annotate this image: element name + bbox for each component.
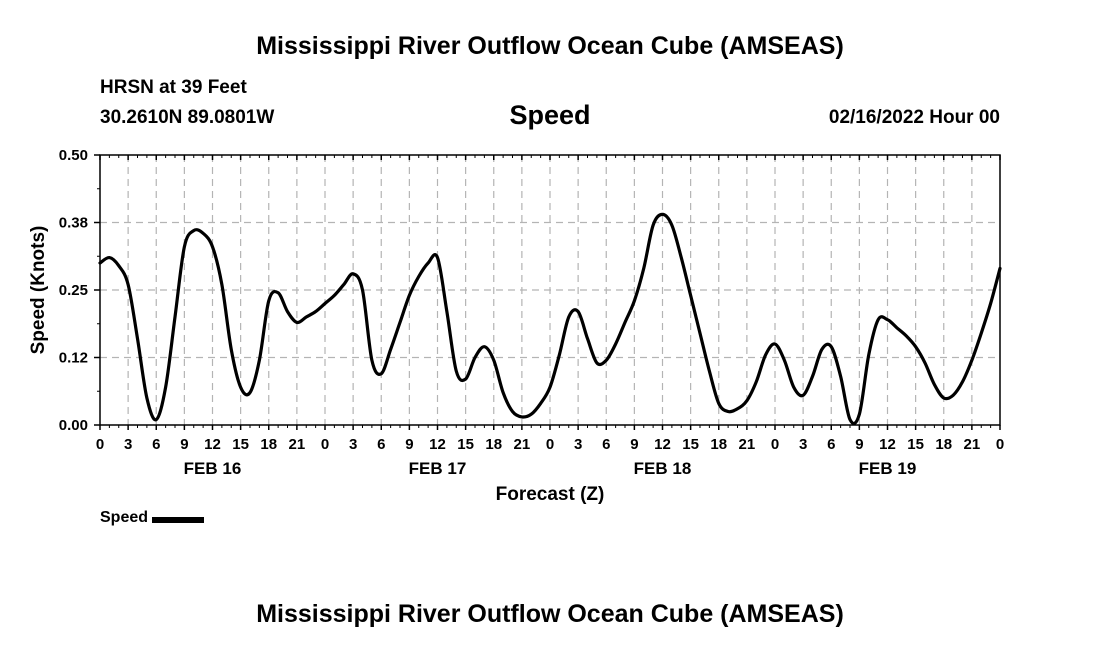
x-tick-label: 12 — [879, 436, 896, 453]
x-tick-label: 3 — [349, 436, 357, 453]
footer-title: Mississippi River Outflow Ocean Cube (AM… — [256, 600, 844, 628]
x-axis-label: Forecast (Z) — [496, 484, 605, 505]
legend-swatch — [152, 516, 205, 523]
station-label: HRSN at 39 Feet — [100, 77, 247, 98]
x-tick-label: 6 — [152, 436, 160, 453]
x-tick-label: 9 — [630, 436, 638, 453]
x-tick-label: 6 — [827, 436, 835, 453]
x-tick-label: 0 — [771, 436, 779, 453]
legend: Speed — [100, 509, 205, 527]
x-tick-label: 21 — [514, 436, 531, 453]
y-axis-label: Speed (Knots) — [28, 226, 49, 355]
datetime-label: 02/16/2022 Hour 00 — [828, 107, 1000, 128]
x-tick-label: 15 — [682, 436, 699, 453]
series — [98, 212, 1002, 426]
x-tick-label: 6 — [602, 436, 610, 453]
x-tick-label: 18 — [485, 436, 502, 453]
x-tick-label: 18 — [260, 436, 277, 453]
x-tick-label: 9 — [855, 436, 863, 453]
axes: 0 3 6 9 12 15 18 21 0 3 6 9 12 15 18 21 0 3 6 9 12 15 18 21 0 3 6 9… — [59, 147, 1004, 478]
x-tick-label: 12 — [429, 436, 446, 453]
chart-title: Mississippi River Outflow Ocean Cube (AM… — [256, 32, 844, 60]
x-tick-label: 0 — [321, 436, 329, 453]
x-tick-label: 21 — [289, 436, 306, 453]
y-tick-label: 0.00 — [59, 417, 88, 434]
x-tick-label: 3 — [124, 436, 132, 453]
y-tick-label: 0.38 — [59, 215, 88, 232]
x-tick-label: 3 — [574, 436, 582, 453]
x-tick-label: 15 — [232, 436, 249, 453]
x-tick-label: 0 — [546, 436, 554, 453]
date-label: FEB 19 — [859, 459, 917, 478]
x-tick-label: 12 — [204, 436, 221, 453]
x-tick-label: 0 — [96, 436, 104, 453]
y-tick-label: 0.50 — [59, 147, 88, 164]
x-tick-label: 6 — [377, 436, 385, 453]
date-label: FEB 17 — [409, 459, 467, 478]
x-tick-label: 18 — [710, 436, 727, 453]
x-tick-label: 0 — [996, 436, 1004, 453]
x-tick-label: 21 — [739, 436, 756, 453]
y-tick-label: 0.25 — [59, 282, 88, 299]
x-tick-label: 12 — [654, 436, 671, 453]
x-tick-label: 15 — [457, 436, 474, 453]
legend-label: Speed — [100, 509, 149, 526]
speed-series-line — [98, 212, 1002, 426]
variable-title: Speed — [509, 100, 591, 130]
x-tick-label: 15 — [907, 436, 924, 453]
x-tick-label: 21 — [964, 436, 981, 453]
date-label: FEB 16 — [184, 459, 242, 478]
coordinates-label: 30.2610N 89.0801W — [100, 107, 275, 128]
x-tick-label: 9 — [405, 436, 413, 453]
y-tick-label: 0.12 — [59, 350, 88, 367]
x-tick-label: 3 — [799, 436, 807, 453]
x-tick-label: 18 — [935, 436, 952, 453]
x-tick-label: 9 — [180, 436, 188, 453]
date-label: FEB 18 — [634, 459, 692, 478]
